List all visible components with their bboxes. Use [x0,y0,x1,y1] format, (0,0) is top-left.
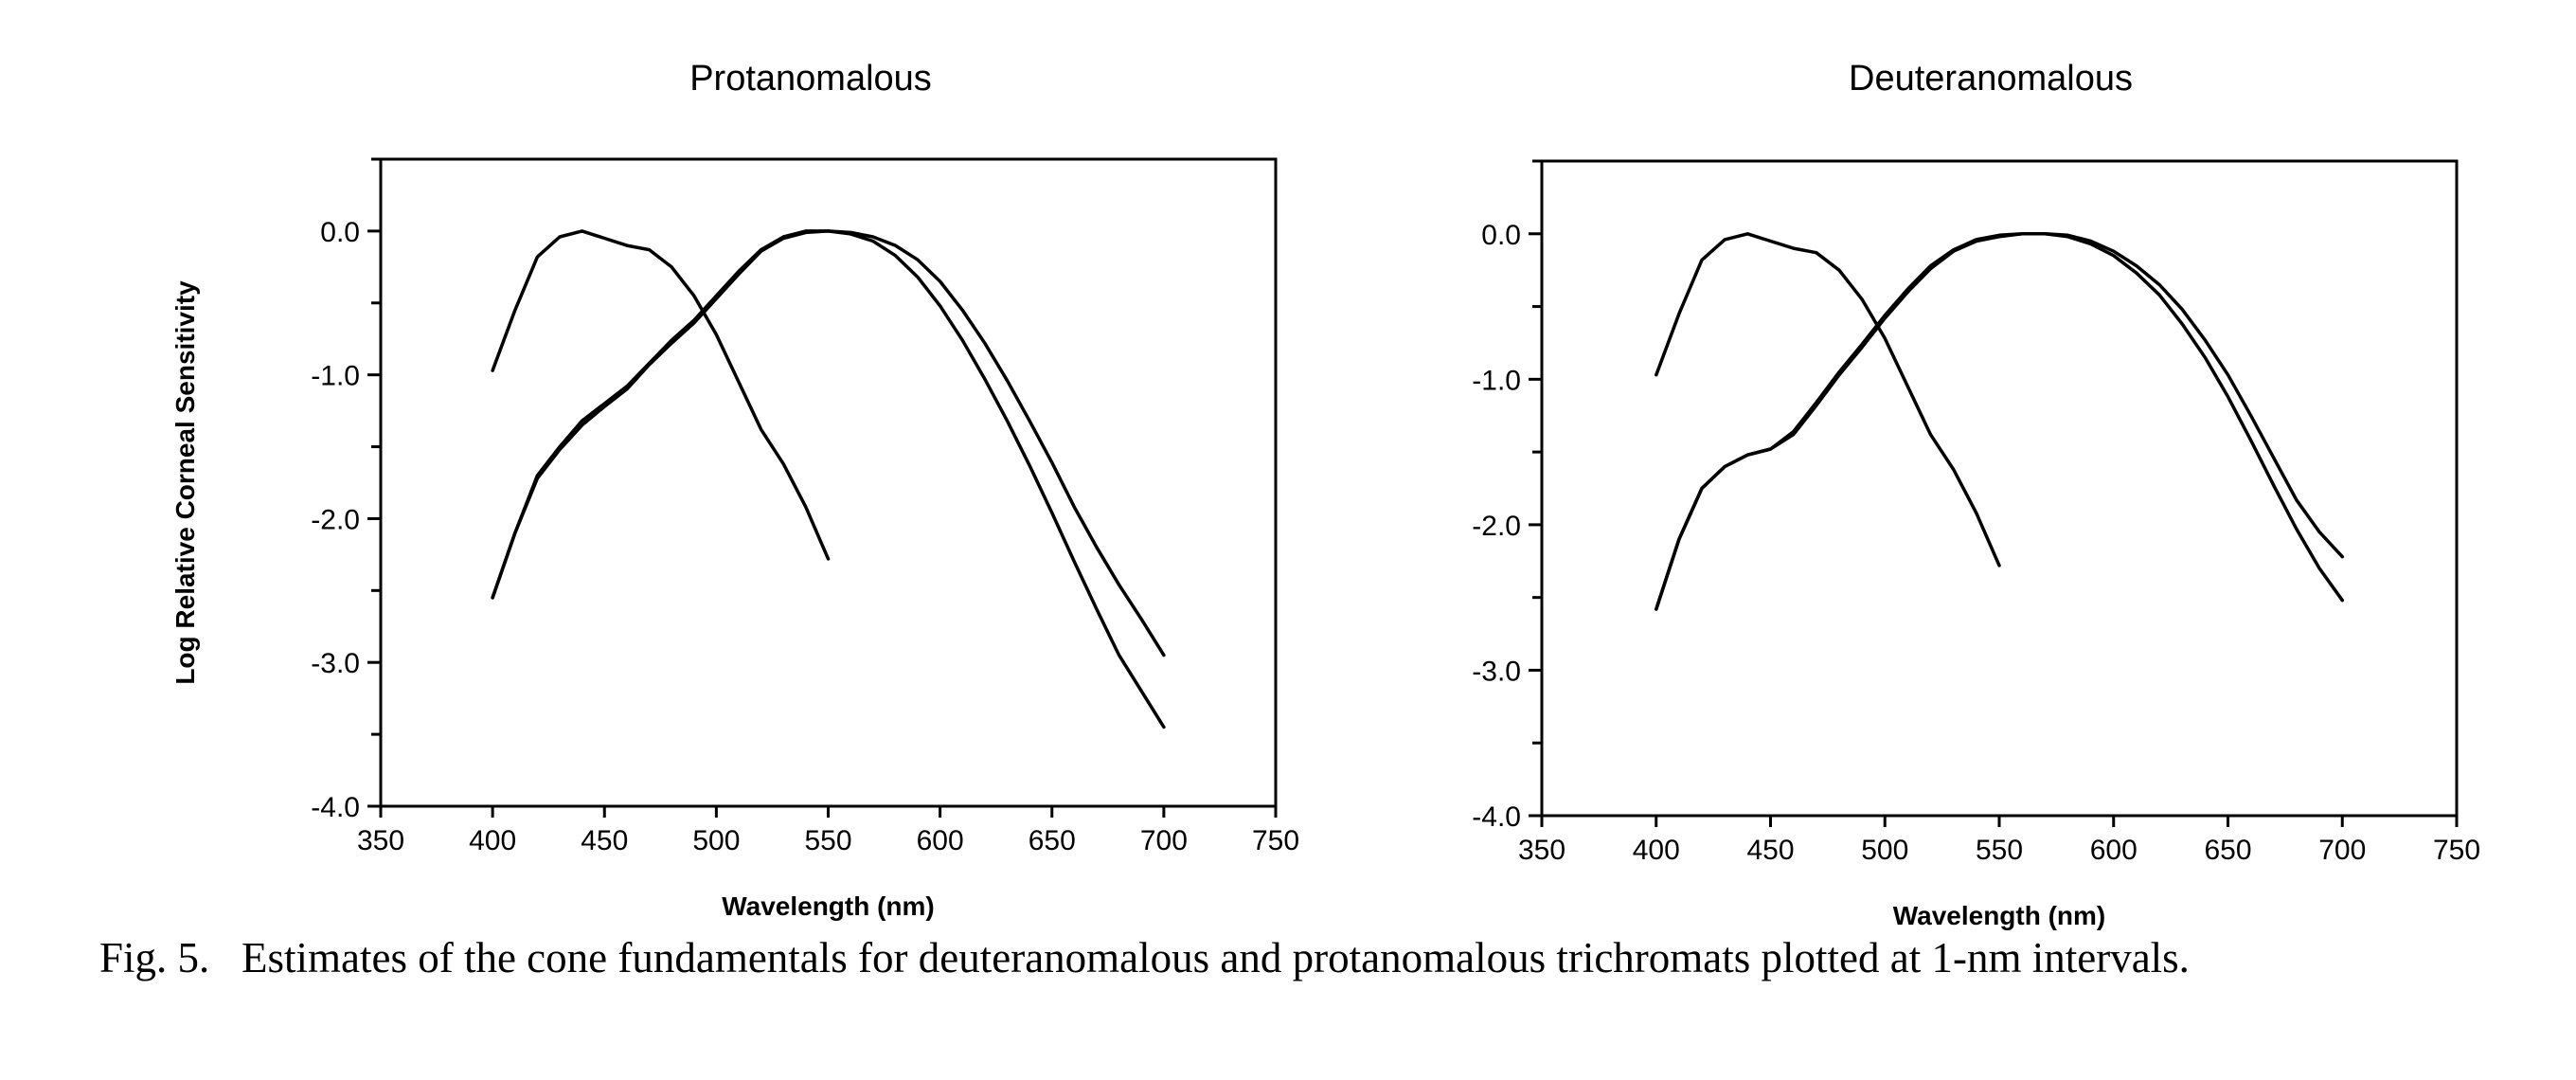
series-line-1 [491,229,831,561]
x-tick-label: 350 [357,825,404,856]
series-line-3 [491,229,1166,657]
y-tick-label: -3.0 [311,648,360,679]
x-tick-label: 450 [1746,835,1794,866]
series-line-2 [1655,232,2345,611]
x-tick-label: 550 [1976,835,2023,866]
x-tick-label: 600 [917,825,964,856]
y-tick-label: -2.0 [311,504,360,535]
plot-frame [1540,159,2459,818]
x-tick-label: 350 [1518,835,1565,866]
y-tick-label: -3.0 [1472,656,1521,687]
deuteranomalous-chart: Deuteranomalous 350 400 450 500 550 600 650 700 7… [1472,59,2480,930]
plot-frame [379,157,1278,808]
y-tick-label: -4.0 [1472,801,1521,833]
x-tick-label: 400 [1633,835,1680,866]
x-tick-label: 700 [2318,835,2366,866]
y-tick-label: 0.0 [320,217,360,248]
y-tick-label: -1.0 [1472,365,1521,396]
chart-title: Deuteranomalous [1849,59,2133,99]
caption-label: Fig. 5. [99,934,210,981]
x-tick-label: 700 [1140,825,1188,856]
protanomalous-chart: Protanomalous 350 400 450 500 550 600 650 700 750… [170,59,1299,921]
y-tick-label: 0.0 [1481,220,1521,251]
figure-caption: Fig. 5. Estimates of the cone fundamental… [99,933,2562,982]
series-line-2 [491,229,1166,729]
y-tick-label: -2.0 [1472,511,1521,542]
x-tick-label: 600 [2090,835,2138,866]
x-tick-label: 500 [1861,835,1908,866]
y-axis-label: Log Relative Corneal Sensitivity [170,280,200,685]
y-tick-label: -4.0 [311,792,360,823]
x-tick-label: 650 [2204,835,2251,866]
x-tick-label: 550 [804,825,851,856]
x-tick-label: 750 [1252,825,1299,856]
caption-text: Estimates of the cone fundamentals for d… [242,934,2190,981]
x-tick-label: 750 [2433,835,2480,866]
x-tick-label: 650 [1029,825,1076,856]
chart-title: Protanomalous [689,59,932,99]
series-line-1 [1655,232,2001,567]
x-tick-label: 500 [692,825,740,856]
x-axis-label: Wavelength (nm) [1893,901,2106,930]
x-tick-label: 450 [581,825,628,856]
series-line-3 [1655,232,2345,611]
y-tick-label: -1.0 [311,361,360,392]
x-axis-label: Wavelength (nm) [722,891,935,921]
x-tick-label: 400 [469,825,516,856]
